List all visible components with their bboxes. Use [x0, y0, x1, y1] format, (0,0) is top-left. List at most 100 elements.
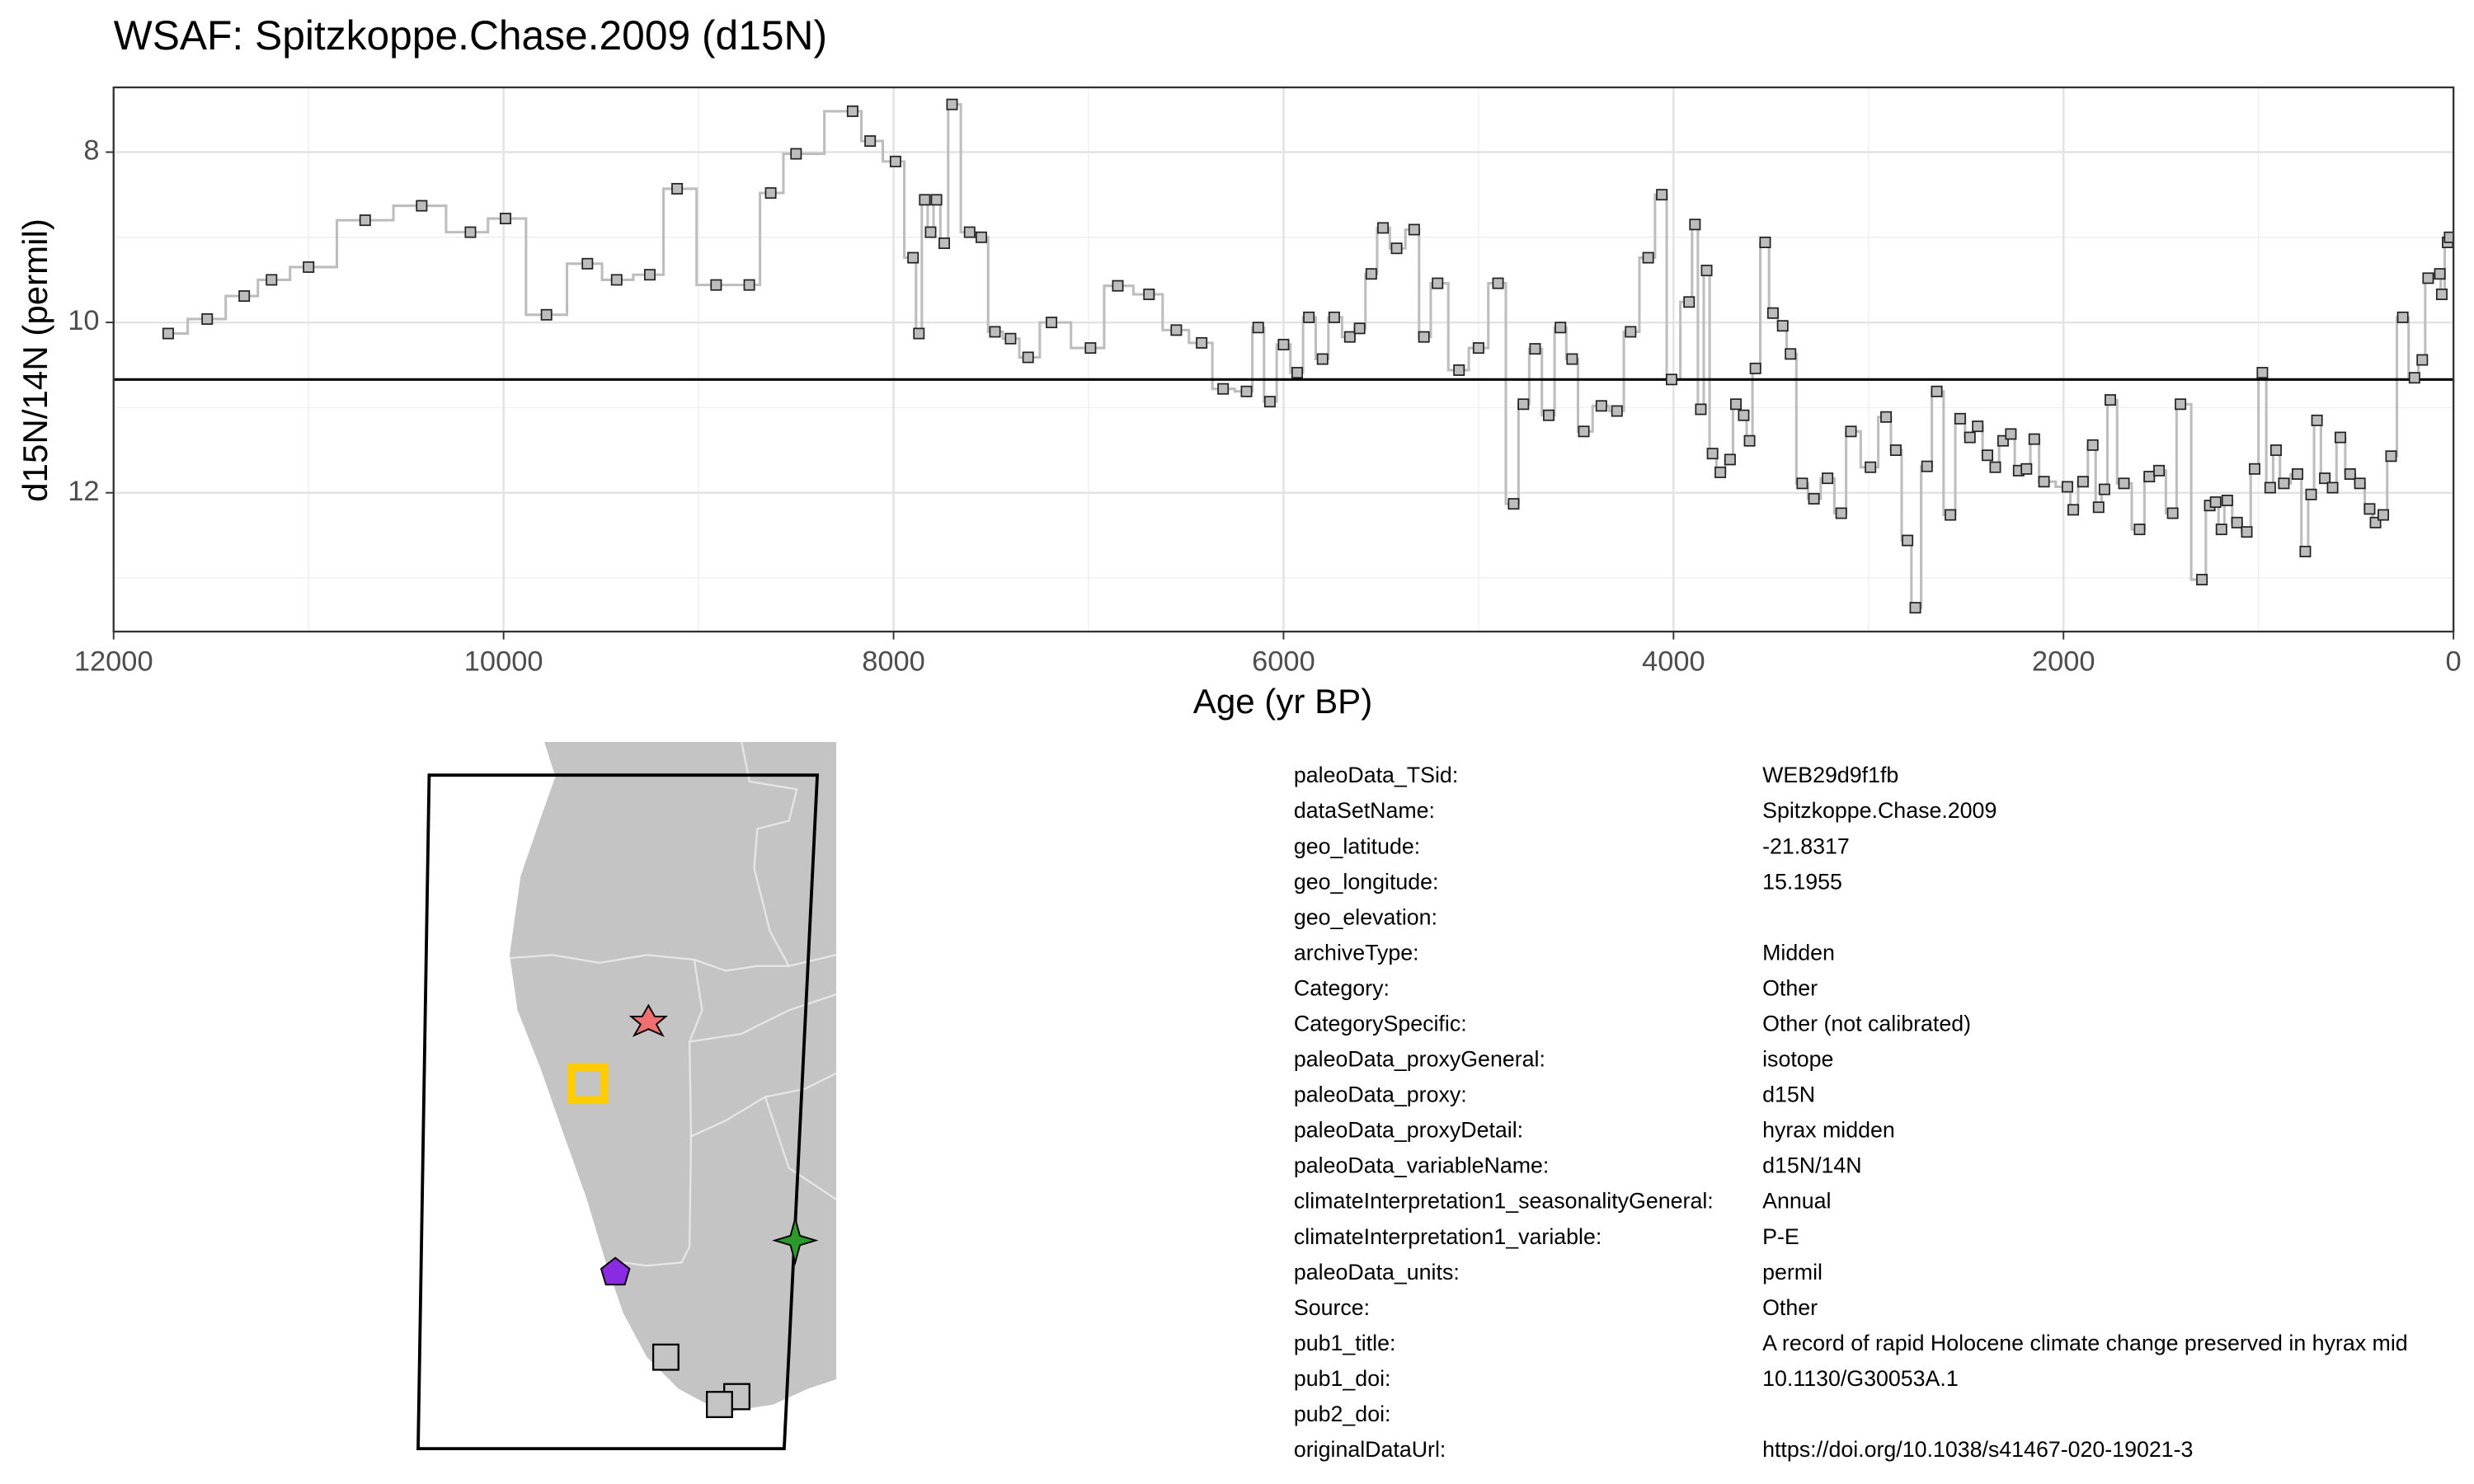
- point: [201, 312, 214, 325]
- table-value: 10.1130/G30053A.1: [1762, 1366, 1959, 1391]
- table-value: WEB29d9f1fb: [1762, 763, 1898, 787]
- x-tick-label: 10000: [464, 646, 543, 677]
- point: [266, 274, 278, 286]
- point: [2153, 464, 2166, 477]
- point: [1706, 448, 1719, 460]
- table-key: paleoData_proxy:: [1294, 1082, 1467, 1107]
- point: [1738, 409, 1750, 421]
- point: [2422, 272, 2434, 284]
- point: [1909, 602, 1921, 614]
- point: [2196, 574, 2208, 586]
- table-value: -21.8317: [1762, 834, 1850, 858]
- point: [1665, 373, 1677, 386]
- point: [2354, 477, 2366, 490]
- point: [1954, 412, 1966, 425]
- point: [989, 326, 1001, 338]
- table-key: geo_latitude:: [1294, 834, 1420, 858]
- point: [1196, 336, 1208, 349]
- site-marker: [628, 1003, 669, 1037]
- point: [1408, 223, 1420, 236]
- table-value: isotope: [1762, 1047, 1833, 1072]
- point: [2118, 477, 2130, 490]
- point: [1989, 461, 2001, 473]
- point: [1776, 320, 1789, 332]
- y-tick-label: 10: [68, 305, 99, 336]
- point: [938, 237, 951, 250]
- point: [1390, 242, 1403, 255]
- x-tick-label: 0: [2446, 646, 2462, 677]
- point: [162, 327, 174, 340]
- point: [2231, 516, 2243, 528]
- x-tick-label: 2000: [2032, 646, 2095, 677]
- point: [2005, 428, 2017, 440]
- point: [2020, 463, 2033, 475]
- point: [2133, 524, 2146, 536]
- point: [864, 135, 877, 148]
- table-value: 15.1955: [1762, 869, 1842, 894]
- table-value: Spitzkoppe.Chase.2009: [1762, 798, 1997, 823]
- point: [1507, 498, 1520, 510]
- point: [930, 194, 943, 206]
- point: [2077, 476, 2089, 488]
- point: [1492, 277, 1504, 289]
- point: [1252, 322, 1264, 334]
- table-key: Category:: [1294, 975, 1390, 1000]
- point: [1625, 326, 1637, 338]
- point: [1217, 383, 1230, 395]
- point: [2256, 367, 2269, 379]
- point: [1695, 403, 1707, 416]
- point: [1683, 296, 1696, 308]
- table-key: dataSetName:: [1294, 798, 1435, 823]
- point: [1724, 453, 1736, 466]
- point: [1902, 534, 1914, 547]
- point: [2416, 354, 2429, 366]
- point: [790, 148, 802, 160]
- point: [1418, 331, 1430, 343]
- point: [1889, 444, 1902, 457]
- point: [913, 327, 925, 340]
- point: [1170, 324, 1183, 336]
- point: [924, 226, 937, 238]
- table-value: A record of rapid Holocene climate chang…: [1762, 1331, 2408, 1355]
- point: [2434, 268, 2446, 280]
- point: [919, 194, 931, 206]
- point: [2248, 463, 2260, 475]
- point: [2344, 467, 2356, 480]
- table-key: paleoData_proxyGeneral:: [1294, 1047, 1545, 1072]
- point: [1084, 342, 1097, 355]
- table-key: geo_longitude:: [1294, 869, 1439, 894]
- point: [1743, 434, 1756, 447]
- x-axis-title: Age (yr BP): [1193, 682, 1372, 721]
- table-value: Midden: [1762, 940, 1835, 965]
- point: [1700, 265, 1713, 277]
- point: [2396, 311, 2409, 323]
- point: [1112, 279, 1124, 292]
- point: [1277, 338, 1290, 350]
- point: [2221, 495, 2233, 506]
- point: [2378, 509, 2389, 521]
- table-key: pub1_doi:: [1294, 1366, 1391, 1391]
- table-key: pub1_title:: [1294, 1331, 1396, 1355]
- table-key: originalDataUrl:: [1294, 1437, 1446, 1462]
- point: [238, 290, 251, 303]
- point: [2028, 433, 2040, 445]
- table-value: P-E: [1762, 1224, 1799, 1249]
- table-key: pub2_doi:: [1294, 1402, 1391, 1426]
- point: [975, 231, 987, 243]
- point: [1642, 251, 1654, 264]
- point: [1022, 351, 1034, 364]
- point: [2209, 496, 2222, 509]
- point: [1291, 367, 1303, 379]
- point: [359, 214, 371, 227]
- point: [2269, 444, 2282, 457]
- point: [2241, 526, 2253, 538]
- table-key: climateInterpretation1_seasonalityGenera…: [1294, 1189, 1714, 1214]
- point: [2104, 394, 2116, 406]
- axes: 12000 10000 8000 6000 4000 2000 0 8 10 12: [68, 135, 2461, 678]
- table-value: https://doi.org/10.1038/s41467-020-19021…: [1762, 1437, 2193, 1462]
- point: [1921, 460, 1933, 472]
- point: [1931, 385, 1943, 397]
- point: [2311, 414, 2323, 426]
- point: [2264, 481, 2276, 494]
- point: [2385, 450, 2397, 463]
